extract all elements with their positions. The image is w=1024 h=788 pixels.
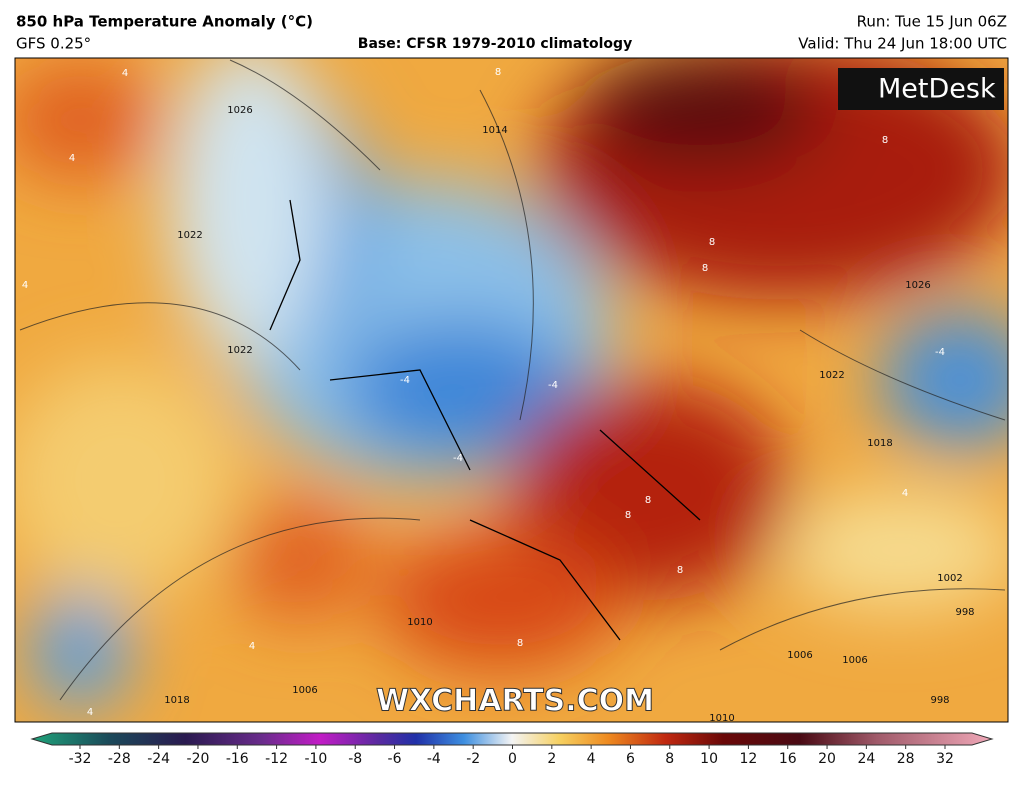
anomaly-label: 8 — [645, 495, 651, 506]
colorbar-tick-label: 12 — [739, 751, 757, 767]
logo: MetDesk — [878, 74, 996, 105]
colorbar-tick-label: -4 — [427, 751, 441, 767]
colorbar-tick-label: 16 — [779, 751, 797, 767]
colorbar-tick-label: -8 — [348, 751, 362, 767]
isobar-label: 1022 — [227, 345, 252, 356]
isobar-label: 1006 — [292, 685, 317, 696]
base: Base: CFSR 1979-2010 climatology — [358, 36, 632, 52]
colorbar-tick-label: -20 — [187, 751, 210, 767]
colorbar-tick-label: 4 — [587, 751, 596, 767]
colorbar-tick-label: 6 — [626, 751, 635, 767]
anomaly-label: 4 — [122, 68, 128, 79]
anomaly-label: -4 — [935, 347, 945, 358]
anomaly-label: 4 — [902, 488, 908, 499]
isobar-label: 1006 — [787, 650, 812, 661]
anomaly-label: 8 — [517, 638, 523, 649]
colorbar-tick-label: -10 — [304, 751, 327, 767]
colorbar-tick-label: -16 — [226, 751, 249, 767]
map — [15, 58, 1008, 722]
anomaly-label: 4 — [249, 641, 255, 652]
anomaly-label: 4 — [69, 153, 75, 164]
colorbar-tick-label: 8 — [665, 751, 674, 767]
isobar-label: 1018 — [867, 438, 892, 449]
model: GFS 0.25° — [16, 35, 91, 53]
colorbar-tick-label: -32 — [69, 751, 92, 767]
colorbar-tick-label: -6 — [388, 751, 402, 767]
colorbar-tick-label: 28 — [897, 751, 915, 767]
colorbar-tick-label: 24 — [857, 751, 875, 767]
anomaly-label: 8 — [702, 263, 708, 274]
isobar-label: 1026 — [905, 280, 930, 291]
colorbar-tick-label: 32 — [936, 751, 954, 767]
isobar-label: 1022 — [177, 230, 202, 241]
anomaly-label: 8 — [882, 135, 888, 146]
map-frame — [14, 57, 1009, 723]
isobar-label: 1018 — [164, 695, 189, 706]
run: Run: Tue 15 Jun 06Z — [857, 13, 1007, 31]
colorbar-tick-label: 10 — [700, 751, 718, 767]
anomaly-label: -4 — [453, 453, 463, 464]
title: 850 hPa Temperature Anomaly (°C) — [16, 13, 313, 31]
isobar-label: 998 — [955, 607, 974, 618]
anomaly-label: 8 — [677, 565, 683, 576]
anomaly-label: 8 — [709, 237, 715, 248]
colorbar-tick-label: 2 — [547, 751, 556, 767]
anomaly-label: 4 — [22, 280, 28, 291]
colorbar-tick-label: -2 — [466, 751, 480, 767]
isobar-label: 1010 — [407, 617, 432, 628]
anomaly-label: -4 — [548, 380, 558, 391]
isobar-label: 1006 — [842, 655, 867, 666]
isobar-label: 1026 — [227, 105, 252, 116]
isobar-label: 1014 — [482, 125, 507, 136]
colorbar — [30, 732, 994, 746]
colorbar-tick-label: -24 — [147, 751, 170, 767]
anomaly-label: 8 — [495, 67, 501, 78]
isobar-label: 998 — [930, 695, 949, 706]
watermark: WXCHARTS.COM — [376, 684, 654, 719]
colorbar-tick-label: 20 — [818, 751, 836, 767]
colorbar-tick-label: -28 — [108, 751, 131, 767]
isobar-label: 1002 — [937, 573, 962, 584]
anomaly-label: 8 — [625, 510, 631, 521]
colorbar-tick-label: -12 — [265, 751, 288, 767]
anomaly-label: -4 — [400, 375, 410, 386]
isobar-label: 1010 — [709, 713, 734, 724]
anomaly-label: 4 — [87, 707, 93, 718]
isobar-label: 1022 — [819, 370, 844, 381]
logo-box — [838, 68, 1004, 110]
valid: Valid: Thu 24 Jun 18:00 UTC — [798, 35, 1007, 53]
colorbar-tick-label: 0 — [508, 751, 517, 767]
